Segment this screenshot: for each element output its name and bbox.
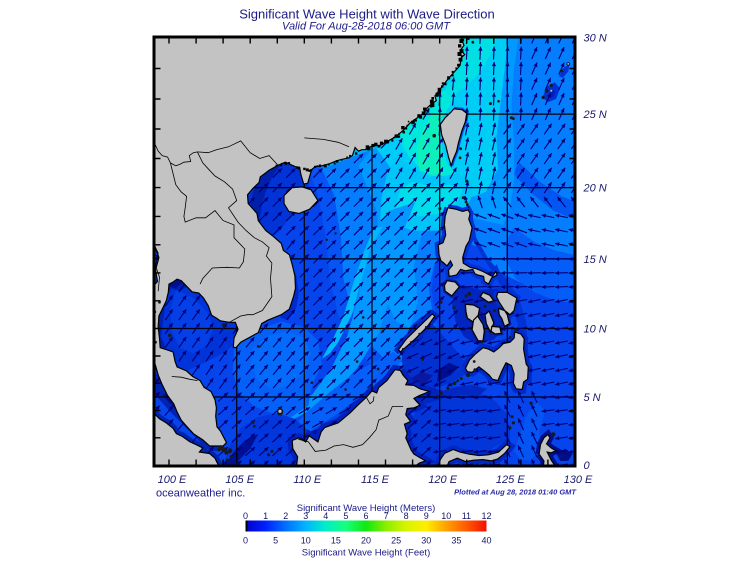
svg-text:125 E: 125 E: [496, 474, 525, 486]
svg-text:10: 10: [301, 536, 311, 546]
svg-text:110 E: 110 E: [293, 474, 322, 486]
svg-text:115 E: 115 E: [361, 474, 390, 486]
svg-text:40: 40: [481, 536, 491, 546]
svg-text:30: 30: [421, 536, 431, 546]
svg-text:Significant Wave Height with W: Significant Wave Height with Wave Direct…: [239, 7, 495, 22]
svg-text:15 N: 15 N: [584, 254, 607, 266]
svg-text:9: 9: [424, 511, 429, 521]
svg-text:1: 1: [263, 511, 268, 521]
svg-text:130 E: 130 E: [564, 474, 593, 486]
svg-text:8: 8: [404, 511, 409, 521]
svg-text:5 N: 5 N: [584, 392, 601, 404]
svg-text:5: 5: [273, 536, 278, 546]
svg-text:15: 15: [331, 536, 341, 546]
svg-text:2: 2: [283, 511, 288, 521]
svg-text:25 N: 25 N: [583, 109, 607, 121]
svg-text:3: 3: [303, 511, 308, 521]
svg-text:20: 20: [361, 536, 371, 546]
svg-text:6: 6: [363, 511, 368, 521]
svg-text:0: 0: [243, 511, 248, 521]
svg-text:105 E: 105 E: [225, 474, 254, 486]
svg-text:11: 11: [462, 511, 471, 521]
svg-text:35: 35: [451, 536, 461, 546]
svg-text:0: 0: [243, 536, 248, 546]
svg-text:Valid For Aug-28-2018 06:00 GM: Valid For Aug-28-2018 06:00 GMT: [282, 21, 451, 33]
svg-text:Significant Wave Height (Feet): Significant Wave Height (Feet): [302, 548, 430, 559]
svg-text:10: 10: [441, 511, 451, 521]
svg-text:10 N: 10 N: [584, 324, 607, 336]
svg-text:120 E: 120 E: [428, 474, 457, 486]
svg-text:20 N: 20 N: [583, 183, 607, 195]
svg-text:12: 12: [481, 511, 491, 521]
svg-text:5: 5: [343, 511, 348, 521]
svg-text:oceanweather inc.: oceanweather inc.: [156, 488, 245, 500]
svg-text:Significant Wave Height (Meter: Significant Wave Height (Meters): [297, 503, 436, 514]
svg-text:30 N: 30 N: [584, 33, 607, 45]
svg-text:0: 0: [584, 460, 591, 472]
svg-text:7: 7: [384, 511, 389, 521]
svg-text:25: 25: [391, 536, 401, 546]
svg-text:100 E: 100 E: [158, 474, 187, 486]
svg-text:4: 4: [323, 511, 328, 521]
svg-text:Plotted at Aug 28, 2018 01:40: Plotted at Aug 28, 2018 01:40 GMT: [454, 488, 577, 497]
